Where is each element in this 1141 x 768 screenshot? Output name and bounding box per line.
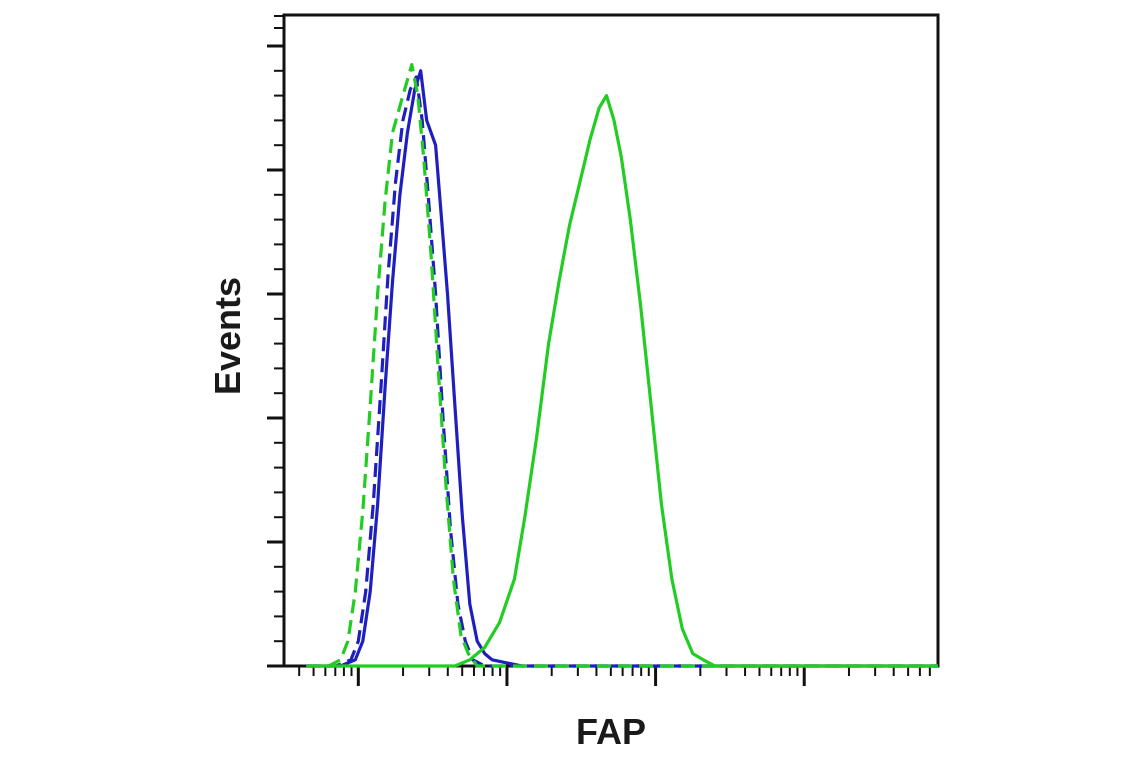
x-axis-ticks xyxy=(298,666,931,686)
series-layer xyxy=(306,62,938,668)
series-line-2 xyxy=(306,75,938,668)
series-line-3 xyxy=(306,62,938,668)
x-axis-title: FAP xyxy=(576,711,646,752)
series-line-1 xyxy=(306,69,938,668)
y-axis-ticks xyxy=(267,15,284,668)
y-axis-title: Events xyxy=(207,277,248,395)
plot-frame xyxy=(282,13,940,668)
series-line-4 xyxy=(306,93,938,668)
